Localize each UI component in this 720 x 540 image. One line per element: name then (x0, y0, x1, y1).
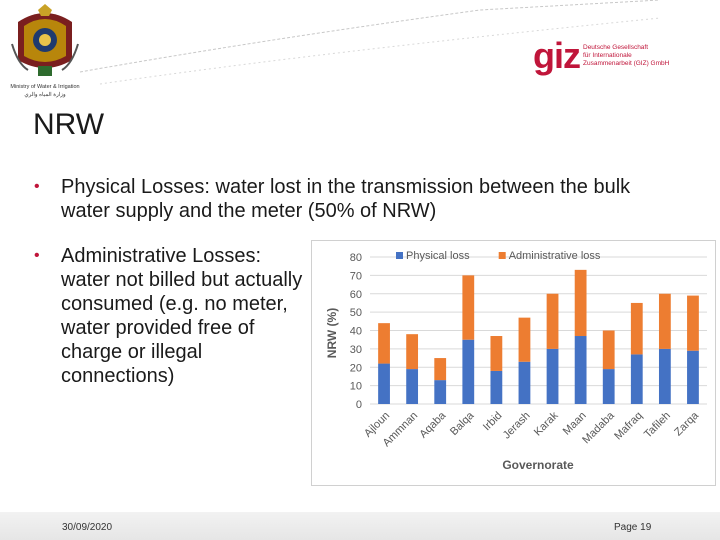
giz-mark: giz (533, 35, 581, 76)
administrative-loss-bar (462, 275, 475, 340)
administrative-loss-bar (434, 358, 447, 381)
bullet-physical-losses: • Physical Losses: water lost in the tra… (34, 175, 681, 223)
x-tick-label: Mafraq (612, 410, 645, 443)
physical-loss-bar (406, 369, 419, 404)
giz-logo: giz Deutsche Gesellschaft für Internatio… (533, 35, 669, 76)
physical-loss-bar (687, 350, 699, 404)
giz-text-line: Deutsche Gesellschaft (583, 44, 649, 51)
x-tick-label: Tafileh (642, 410, 673, 441)
physical-loss-bar (602, 369, 615, 404)
administrative-loss-bar (574, 269, 587, 337)
physical-loss-bar (462, 339, 475, 404)
administrative-loss-bar (546, 293, 559, 349)
footer-bar (0, 512, 720, 540)
page-number: Page 19 (614, 522, 652, 533)
x-tick-label: Karak (532, 409, 561, 438)
nrw-chart: 0 10 20 30 40 50 60 70 80 Ajloun Ammnan Aqaba Balqa… (311, 240, 716, 486)
y-tick-label: 50 (350, 307, 362, 319)
physical-loss-bar (518, 361, 531, 404)
physical-loss-bar (630, 354, 643, 404)
bullet-dot-icon: • (34, 178, 40, 195)
x-tick-label: Jerash (501, 410, 533, 442)
y-axis-label: NRW (%) (325, 308, 339, 358)
chart-bars (378, 269, 699, 404)
legend-label: Physical loss (406, 250, 470, 262)
x-tick-label: Madaba (580, 409, 617, 446)
administrative-loss-bar (518, 317, 531, 362)
administrative-loss-bar (658, 293, 671, 349)
bullet-text: Administrative Losses: water not billed … (61, 245, 303, 387)
y-tick-label: 80 (350, 252, 362, 264)
y-tick-label: 40 (350, 326, 362, 338)
ministry-name: Ministry of Water & Irrigation (10, 84, 80, 90)
footer-date: 30/09/2020 (62, 522, 113, 533)
administrative-loss-bar (490, 336, 503, 371)
chart-grid (370, 256, 707, 405)
y-tick-labels: 0 10 20 30 40 50 60 70 80 (350, 252, 362, 411)
y-tick-label: 30 (350, 344, 362, 356)
physical-loss-bar (434, 380, 447, 404)
x-tick-label: Balqa (448, 409, 477, 438)
bullet-administrative-losses: • Administrative Losses: water not bille… (34, 244, 311, 388)
administrative-loss-bar (687, 295, 699, 351)
administrative-loss-bar (406, 334, 419, 370)
physical-loss-bar (658, 348, 671, 404)
chart-legend: Physical loss Administrative loss (396, 250, 601, 262)
bullet-text: Physical Losses: water lost in the trans… (61, 176, 631, 222)
giz-text-line: Zusammenarbeit (GIZ) GmbH (583, 60, 670, 67)
ministry-logo: Ministry of Water & Irrigation وزارة الم… (8, 4, 82, 99)
bullet-dot-icon: • (34, 247, 40, 264)
administrative-loss-bar (378, 323, 390, 364)
ministry-name-arabic: وزارة المياه والري (24, 92, 66, 98)
x-tick-label: Zarqa (672, 409, 701, 438)
giz-text-line: für Internationale (583, 52, 632, 59)
y-tick-label: 0 (356, 399, 362, 411)
y-tick-label: 20 (350, 362, 362, 374)
coat-of-arms-icon (11, 4, 79, 76)
legend-label: Administrative loss (509, 250, 601, 262)
physical-loss-bar (574, 336, 587, 404)
physical-loss-bar (378, 363, 390, 404)
administrative-loss-bar (602, 330, 615, 370)
y-tick-label: 10 (350, 381, 362, 393)
decorative-swoosh (79, 0, 660, 85)
physical-loss-bar (546, 348, 559, 404)
legend-swatch (498, 252, 506, 259)
legend-swatch (396, 252, 403, 259)
x-axis-label: Governorate (502, 458, 574, 472)
y-tick-label: 70 (350, 270, 362, 282)
x-tick-label: Irbid (481, 410, 505, 434)
giz-text: Deutsche Gesellschaft für Internationale… (583, 44, 693, 68)
physical-loss-bar (490, 370, 503, 404)
x-tick-label: Aqaba (417, 409, 449, 441)
administrative-loss-bar (630, 302, 643, 355)
y-tick-label: 60 (350, 289, 362, 301)
slide-title: NRW (33, 108, 105, 141)
